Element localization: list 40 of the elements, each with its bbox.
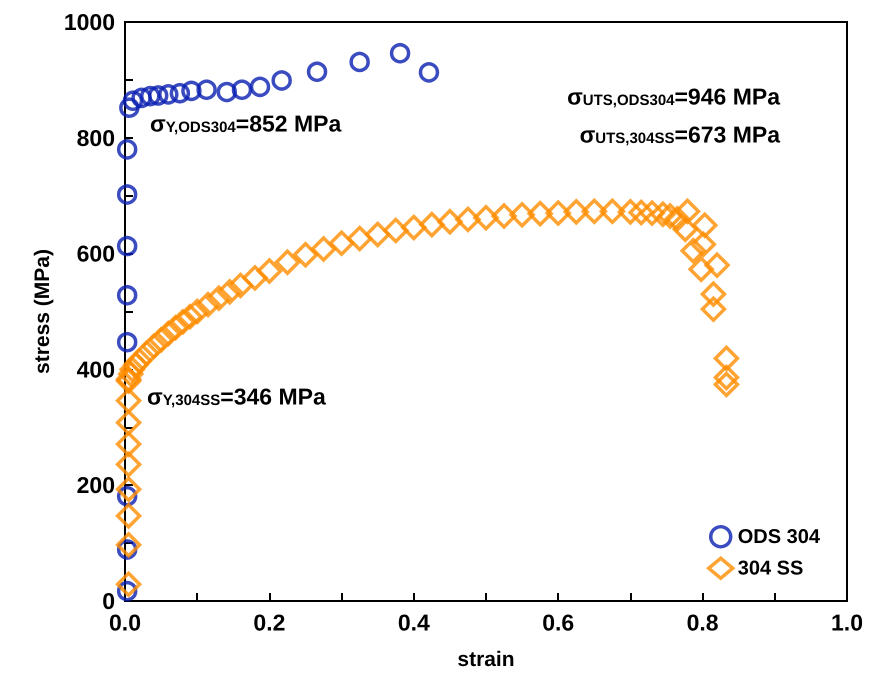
y-tick-label: 600 [76,240,115,267]
x-tick-label: 0.8 [686,610,719,636]
annotation: σUTS,304SS=673 MPa [580,122,780,148]
point [390,43,410,64]
point [116,139,138,160]
point [131,88,152,108]
annotation: σY,ODS304=852 MPa [150,110,342,136]
point [116,184,138,205]
legend-label: 304 SS [738,557,804,580]
point [216,82,238,102]
annotation: σUTS,ODS304=946 MPa [567,84,780,110]
x-tick-label: 1.0 [831,610,863,636]
y-tick-label: 1000 [64,9,115,35]
y-axis-title: stress (MPa) [30,249,54,374]
x-axis-title: strain [457,648,515,671]
point [140,86,161,106]
x-tick-label: 0.6 [542,610,574,636]
point [271,70,292,91]
point [116,285,138,306]
point [170,82,190,104]
x-tick-label: 0.2 [253,610,286,636]
y-tick-label: 400 [76,356,115,382]
point [158,84,179,105]
point [250,76,270,98]
point [418,62,440,83]
point [349,52,370,72]
legend-label: ODS 304 [738,526,821,548]
point [181,80,202,102]
point [116,332,138,352]
point [116,236,138,256]
point [196,79,217,100]
point [232,79,252,100]
y-tick-label: 800 [76,124,115,151]
point [122,90,144,111]
annotation: σY,304SS=346 MPa [147,384,326,410]
point [148,85,168,106]
y-tick-label: 200 [76,472,115,498]
point [306,62,328,82]
point [119,97,140,118]
x-tick-label: 0.4 [398,610,430,636]
